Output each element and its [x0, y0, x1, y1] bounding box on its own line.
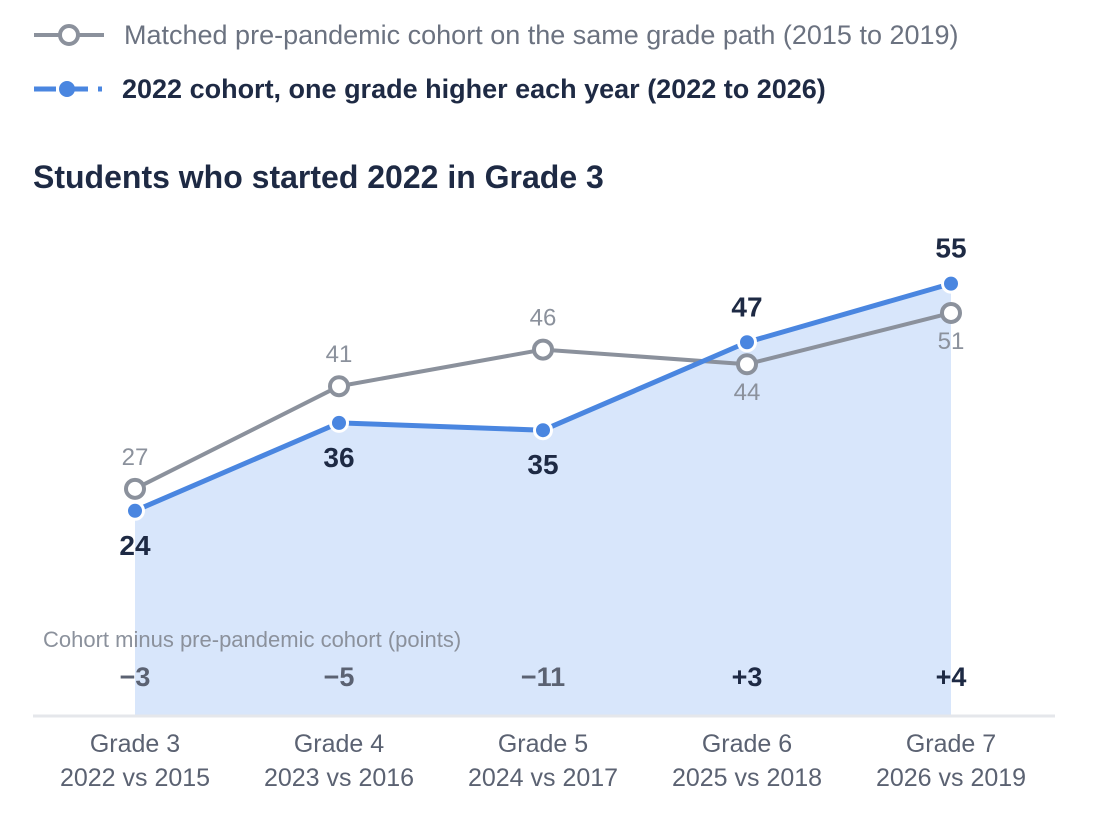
x-tick-grade: Grade 7: [906, 730, 996, 758]
reference-data-label: 44: [734, 379, 761, 406]
difference-value: −11: [521, 662, 565, 692]
reference-point: [328, 375, 350, 398]
reference-data-label: 46: [530, 305, 557, 332]
reference-point: [124, 477, 146, 500]
current-data-label: 24: [119, 530, 151, 561]
reference-point: [940, 301, 962, 324]
current-data-label: 47: [731, 291, 762, 322]
reference-data-label: 51: [938, 328, 965, 355]
difference-row-title: Cohort minus pre-pandemic cohort (points…: [43, 627, 461, 652]
x-tick-years: 2024 vs 2017: [468, 764, 618, 792]
legend-item-reference: Matched pre-pandemic cohort on the same …: [34, 20, 959, 50]
current-point: [941, 273, 961, 294]
x-tick-years: 2026 vs 2019: [876, 764, 1026, 792]
current-area-fill: [135, 283, 951, 716]
current-point: [125, 500, 145, 521]
current-data-label: 55: [935, 233, 966, 264]
difference-value: −5: [324, 662, 355, 692]
x-tick-years: 2023 vs 2016: [264, 764, 414, 792]
current-data-label: 35: [527, 449, 558, 480]
legend-reference-label: Matched pre-pandemic cohort on the same …: [124, 20, 959, 50]
reference-data-label: 41: [326, 341, 353, 368]
chart-title: Students who started 2022 in Grade 3: [33, 159, 604, 195]
x-axis-ticks: Grade 3 2022 vs 2015 Grade 4 2023 vs 2016 Gr…: [60, 730, 1026, 792]
x-tick-grade: Grade 3: [90, 730, 180, 758]
current-point: [329, 412, 349, 433]
difference-value: +4: [936, 662, 967, 692]
x-tick-grade: Grade 5: [498, 730, 588, 758]
legend-item-current: 2022 cohort, one grade higher each year …: [34, 74, 826, 104]
legend-current-marker: [59, 81, 75, 97]
current-point: [533, 420, 553, 441]
reference-data-label: 27: [122, 444, 149, 471]
reference-point: [736, 353, 758, 376]
data-points: 27 41 46 44 51 24 36 35 47 55: [119, 233, 966, 561]
difference-row: Cohort minus pre-pandemic cohort (points…: [43, 627, 966, 692]
reference-point: [532, 338, 554, 361]
legend-current-label: 2022 cohort, one grade higher each year …: [122, 74, 826, 104]
legend-reference-marker: [58, 24, 80, 46]
current-point: [737, 332, 757, 353]
difference-value: −3: [120, 662, 151, 692]
x-tick-grade: Grade 4: [294, 730, 384, 758]
x-tick-years: 2022 vs 2015: [60, 764, 210, 792]
difference-value: +3: [732, 662, 763, 692]
current-data-label: 36: [323, 442, 354, 473]
legend: Matched pre-pandemic cohort on the same …: [34, 20, 959, 104]
x-tick-grade: Grade 6: [702, 730, 792, 758]
x-tick-years: 2025 vs 2018: [672, 764, 822, 792]
